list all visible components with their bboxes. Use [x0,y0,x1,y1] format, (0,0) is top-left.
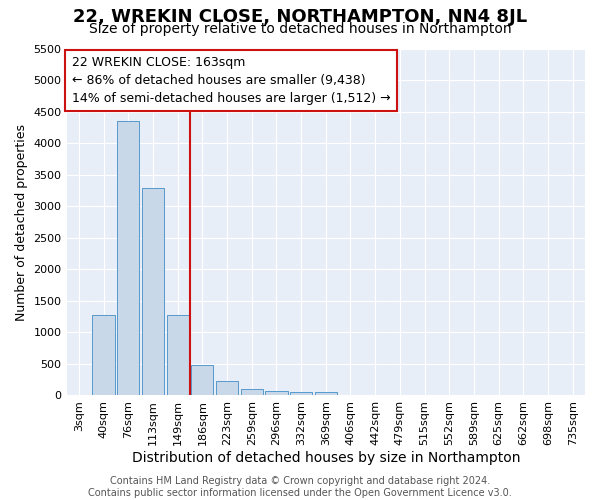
Bar [142,188,164,396]
Bar [167,316,189,396]
Bar [92,316,115,396]
Bar [191,365,214,396]
Bar [216,381,238,396]
Y-axis label: Number of detached properties: Number of detached properties [15,124,28,320]
Bar [241,389,263,396]
Bar [290,392,312,396]
Bar [265,390,287,396]
X-axis label: Distribution of detached houses by size in Northampton: Distribution of detached houses by size … [131,451,520,465]
Text: Size of property relative to detached houses in Northampton: Size of property relative to detached ho… [89,22,511,36]
Text: 22, WREKIN CLOSE, NORTHAMPTON, NN4 8JL: 22, WREKIN CLOSE, NORTHAMPTON, NN4 8JL [73,8,527,26]
Text: 22 WREKIN CLOSE: 163sqm
← 86% of detached houses are smaller (9,438)
14% of semi: 22 WREKIN CLOSE: 163sqm ← 86% of detache… [72,56,391,105]
Text: Contains HM Land Registry data © Crown copyright and database right 2024.
Contai: Contains HM Land Registry data © Crown c… [88,476,512,498]
Bar [314,392,337,396]
Bar [117,122,139,396]
